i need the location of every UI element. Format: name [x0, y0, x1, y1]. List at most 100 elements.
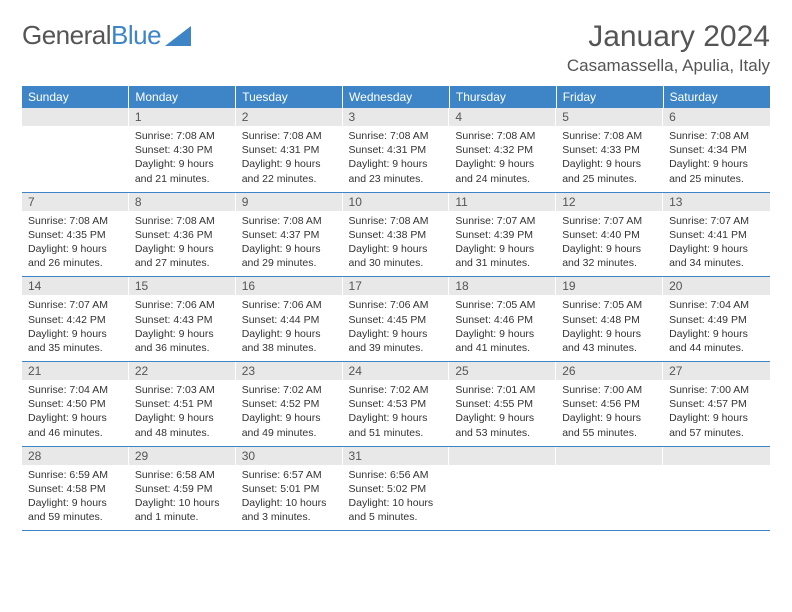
- day-line: Sunrise: 7:08 AM: [455, 129, 550, 143]
- day-number: 9: [236, 193, 343, 211]
- day-body: Sunrise: 7:06 AMSunset: 4:43 PMDaylight:…: [129, 295, 236, 361]
- day-line: Daylight: 9 hours: [135, 411, 230, 425]
- calendar-cell: 2Sunrise: 7:08 AMSunset: 4:31 PMDaylight…: [236, 108, 343, 192]
- day-line: Sunset: 4:57 PM: [669, 397, 764, 411]
- day-line: Daylight: 9 hours: [562, 157, 657, 171]
- day-header: Thursday: [449, 86, 556, 108]
- calendar-head: SundayMondayTuesdayWednesdayThursdayFrid…: [22, 86, 770, 108]
- day-line: and 53 minutes.: [455, 426, 550, 440]
- day-line: Daylight: 10 hours: [242, 496, 337, 510]
- day-line: Sunset: 4:58 PM: [28, 482, 123, 496]
- calendar-cell: 11Sunrise: 7:07 AMSunset: 4:39 PMDayligh…: [449, 192, 556, 277]
- day-body: [449, 465, 556, 523]
- day-line: Sunset: 4:39 PM: [455, 228, 550, 242]
- day-line: Sunset: 4:48 PM: [562, 313, 657, 327]
- day-line: and 30 minutes.: [349, 256, 444, 270]
- day-number: 12: [556, 193, 663, 211]
- day-line: and 38 minutes.: [242, 341, 337, 355]
- day-line: Sunrise: 7:08 AM: [242, 129, 337, 143]
- day-number: [449, 447, 556, 465]
- day-line: Sunset: 4:56 PM: [562, 397, 657, 411]
- day-line: and 35 minutes.: [28, 341, 123, 355]
- day-line: Sunset: 4:45 PM: [349, 313, 444, 327]
- day-body: Sunrise: 6:58 AMSunset: 4:59 PMDaylight:…: [129, 465, 236, 531]
- calendar-cell: 14Sunrise: 7:07 AMSunset: 4:42 PMDayligh…: [22, 277, 129, 362]
- calendar-cell: [663, 446, 770, 531]
- day-line: Sunrise: 7:02 AM: [242, 383, 337, 397]
- day-header: Sunday: [22, 86, 129, 108]
- day-line: Sunrise: 7:01 AM: [455, 383, 550, 397]
- day-line: and 36 minutes.: [135, 341, 230, 355]
- day-body: Sunrise: 7:08 AMSunset: 4:34 PMDaylight:…: [663, 126, 770, 192]
- day-line: Daylight: 9 hours: [242, 157, 337, 171]
- day-line: and 51 minutes.: [349, 426, 444, 440]
- day-line: Sunrise: 7:02 AM: [349, 383, 444, 397]
- day-number: 27: [663, 362, 770, 380]
- header-row: GeneralBlue January 2024 Casamassella, A…: [22, 20, 770, 76]
- day-body: Sunrise: 7:06 AMSunset: 4:45 PMDaylight:…: [343, 295, 450, 361]
- day-body: Sunrise: 7:05 AMSunset: 4:48 PMDaylight:…: [556, 295, 663, 361]
- day-line: Daylight: 9 hours: [669, 157, 764, 171]
- day-line: Sunset: 5:01 PM: [242, 482, 337, 496]
- calendar-cell: 30Sunrise: 6:57 AMSunset: 5:01 PMDayligh…: [236, 446, 343, 531]
- day-number: [663, 447, 770, 465]
- day-number: 29: [129, 447, 236, 465]
- day-number: 24: [343, 362, 450, 380]
- calendar-cell: 5Sunrise: 7:08 AMSunset: 4:33 PMDaylight…: [556, 108, 663, 192]
- calendar-cell: 16Sunrise: 7:06 AMSunset: 4:44 PMDayligh…: [236, 277, 343, 362]
- day-line: Sunset: 4:49 PM: [669, 313, 764, 327]
- day-line: Sunset: 4:53 PM: [349, 397, 444, 411]
- day-line: Sunset: 4:51 PM: [135, 397, 230, 411]
- day-line: Daylight: 9 hours: [669, 242, 764, 256]
- calendar-cell: 24Sunrise: 7:02 AMSunset: 4:53 PMDayligh…: [343, 362, 450, 447]
- day-line: Sunset: 4:37 PM: [242, 228, 337, 242]
- day-line: Sunset: 4:41 PM: [669, 228, 764, 242]
- day-body: Sunrise: 7:00 AMSunset: 4:57 PMDaylight:…: [663, 380, 770, 446]
- title-block: January 2024 Casamassella, Apulia, Italy: [567, 20, 770, 76]
- day-line: Daylight: 9 hours: [135, 327, 230, 341]
- day-header: Tuesday: [236, 86, 343, 108]
- day-line: Sunrise: 7:07 AM: [28, 298, 123, 312]
- day-line: Sunrise: 7:08 AM: [669, 129, 764, 143]
- calendar-week: 21Sunrise: 7:04 AMSunset: 4:50 PMDayligh…: [22, 362, 770, 447]
- day-body: Sunrise: 7:00 AMSunset: 4:56 PMDaylight:…: [556, 380, 663, 446]
- calendar-cell: 10Sunrise: 7:08 AMSunset: 4:38 PMDayligh…: [343, 192, 450, 277]
- day-number: 22: [129, 362, 236, 380]
- calendar-cell: 3Sunrise: 7:08 AMSunset: 4:31 PMDaylight…: [343, 108, 450, 192]
- day-line: Sunrise: 7:08 AM: [349, 129, 444, 143]
- day-line: Sunset: 4:38 PM: [349, 228, 444, 242]
- calendar-cell: 28Sunrise: 6:59 AMSunset: 4:58 PMDayligh…: [22, 446, 129, 531]
- day-line: Sunset: 4:44 PM: [242, 313, 337, 327]
- day-line: Sunrise: 6:56 AM: [349, 468, 444, 482]
- day-line: Sunrise: 7:03 AM: [135, 383, 230, 397]
- calendar-cell: 13Sunrise: 7:07 AMSunset: 4:41 PMDayligh…: [663, 192, 770, 277]
- day-number: 8: [129, 193, 236, 211]
- day-line: Daylight: 9 hours: [349, 242, 444, 256]
- day-line: Sunset: 4:40 PM: [562, 228, 657, 242]
- day-line: Sunrise: 6:59 AM: [28, 468, 123, 482]
- calendar-week: 14Sunrise: 7:07 AMSunset: 4:42 PMDayligh…: [22, 277, 770, 362]
- day-line: Sunrise: 7:00 AM: [562, 383, 657, 397]
- day-body: Sunrise: 7:08 AMSunset: 4:36 PMDaylight:…: [129, 211, 236, 277]
- day-number: 1: [129, 108, 236, 126]
- day-number: [22, 108, 129, 126]
- day-line: Daylight: 9 hours: [28, 411, 123, 425]
- calendar-cell: 15Sunrise: 7:06 AMSunset: 4:43 PMDayligh…: [129, 277, 236, 362]
- day-line: Sunset: 4:55 PM: [455, 397, 550, 411]
- day-line: Sunrise: 7:07 AM: [669, 214, 764, 228]
- calendar-cell: 4Sunrise: 7:08 AMSunset: 4:32 PMDaylight…: [449, 108, 556, 192]
- day-line: Daylight: 9 hours: [455, 242, 550, 256]
- day-line: and 46 minutes.: [28, 426, 123, 440]
- day-line: Sunrise: 7:05 AM: [562, 298, 657, 312]
- day-line: Daylight: 9 hours: [135, 157, 230, 171]
- day-line: Sunrise: 6:58 AM: [135, 468, 230, 482]
- day-line: and 43 minutes.: [562, 341, 657, 355]
- day-line: and 25 minutes.: [669, 172, 764, 186]
- day-number: 14: [22, 277, 129, 295]
- day-line: Sunset: 4:30 PM: [135, 143, 230, 157]
- day-body: Sunrise: 7:05 AMSunset: 4:46 PMDaylight:…: [449, 295, 556, 361]
- day-line: Sunrise: 7:06 AM: [242, 298, 337, 312]
- day-line: Sunset: 4:31 PM: [242, 143, 337, 157]
- calendar-week: 1Sunrise: 7:08 AMSunset: 4:30 PMDaylight…: [22, 108, 770, 192]
- calendar-cell: 1Sunrise: 7:08 AMSunset: 4:30 PMDaylight…: [129, 108, 236, 192]
